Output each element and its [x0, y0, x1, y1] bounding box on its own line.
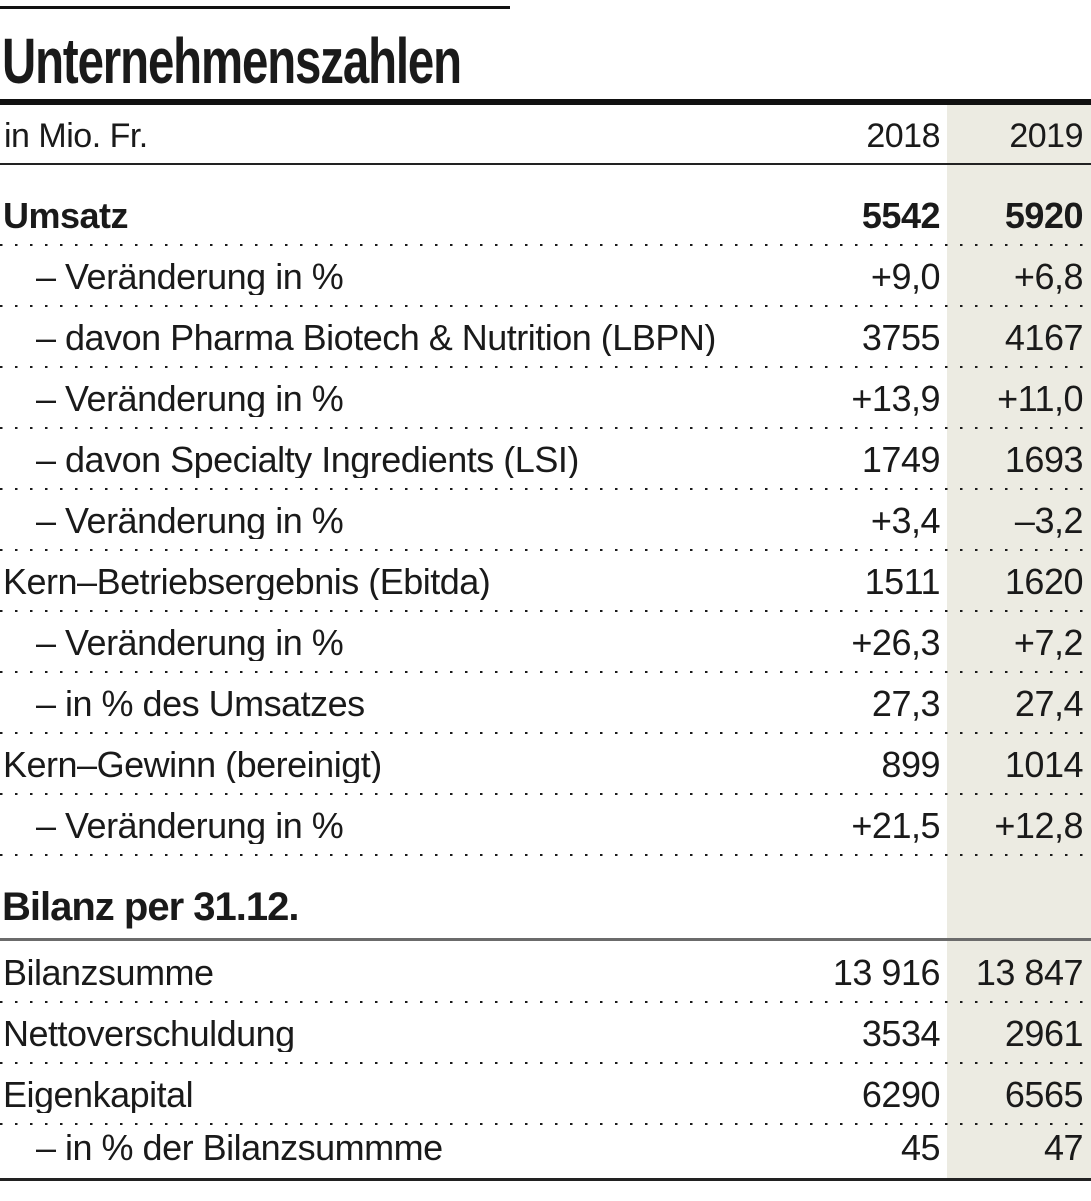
value-2019: 13 847	[975, 952, 1084, 993]
value-2018: +9,0	[870, 256, 941, 297]
value-2019: +12,8	[994, 805, 1083, 846]
bottom-rule	[0, 1178, 1091, 1181]
column-header-2019: 2019	[1009, 117, 1083, 155]
value-2018: +21,5	[851, 805, 940, 846]
table-row: Umsatz 5542 5920	[0, 165, 1091, 246]
row-label: – Veränderung in %	[36, 625, 344, 661]
table-row: – Veränderung in % +21,5 +12,8	[0, 795, 1091, 856]
value-2018: +13,9	[851, 378, 940, 419]
value-2018: 13 916	[832, 952, 941, 993]
table-row: Nettoverschuldung 3534 2961	[0, 1003, 1091, 1064]
table-row: Kern–Gewinn (bereinigt) 899 1014	[0, 734, 1091, 795]
value-2019: +6,8	[1013, 256, 1084, 297]
value-2018: 45	[900, 1127, 941, 1168]
bottom-margin	[0, 1181, 1091, 1201]
value-2019: +7,2	[1013, 622, 1084, 663]
value-2018: 6290	[861, 1074, 941, 1115]
table-row: – davon Pharma Biotech & Nutrition (LBPN…	[0, 307, 1091, 368]
value-2019: –3,2	[1014, 500, 1084, 541]
row-label: Kern–Gewinn (bereinigt)	[3, 747, 382, 783]
value-2018: 3534	[861, 1013, 941, 1054]
column-header-row: in Mio. Fr. 2018 2019	[0, 105, 1091, 163]
value-2018: 3755	[861, 317, 941, 358]
row-label: – Veränderung in %	[36, 503, 344, 539]
row-label: Eigenkapital	[3, 1077, 194, 1113]
value-2018: +3,4	[870, 500, 941, 541]
row-label: – Veränderung in %	[36, 808, 344, 844]
table-row: Bilanzsumme 13 916 13 847	[0, 941, 1091, 1003]
value-2019: 1014	[1004, 744, 1084, 785]
header-divider	[0, 163, 1091, 165]
value-2019: 6565	[1004, 1074, 1084, 1115]
table-row: Kern–Betriebsergebnis (Ebitda) 1511 1620	[0, 551, 1091, 612]
value-2019: 1693	[1004, 439, 1084, 480]
value-2019: 5920	[1004, 195, 1084, 236]
value-2019: 2961	[1004, 1013, 1084, 1054]
value-2019: 27,4	[1014, 683, 1084, 724]
row-label: – in % des Umsatzes	[36, 686, 365, 722]
section-heading: Bilanz per 31.12.	[2, 885, 299, 929]
row-label: Umsatz	[3, 198, 129, 234]
value-2019: +11,0	[997, 378, 1083, 419]
unit-label: in Mio. Fr.	[4, 117, 148, 155]
table-row: – Veränderung in % +13,9 +11,0	[0, 368, 1091, 429]
row-label: – Veränderung in %	[36, 381, 344, 417]
value-2019: 47	[1043, 1127, 1084, 1168]
table-row: – Veränderung in % +9,0 +6,8	[0, 246, 1091, 307]
value-2018: 899	[881, 744, 940, 785]
table-row: – davon Specialty Ingredients (LSI) 1749…	[0, 429, 1091, 490]
value-2019: 1620	[1004, 561, 1084, 602]
row-label: Nettoverschuldung	[3, 1016, 295, 1052]
column-header-2018: 2018	[866, 117, 940, 155]
section-divider	[0, 938, 1091, 941]
value-2018: 1749	[861, 439, 941, 480]
value-2018: 5542	[861, 195, 941, 236]
top-rule	[0, 6, 510, 9]
value-2019: 4167	[1004, 317, 1084, 358]
row-label: – davon Pharma Biotech & Nutrition (LBPN…	[36, 320, 716, 356]
value-2018: +26,3	[851, 622, 940, 663]
row-label: – davon Specialty Ingredients (LSI)	[36, 442, 579, 478]
table-row: – in % der Bilanzsummme 45 47	[0, 1125, 1091, 1178]
table-row: – Veränderung in % +3,4 –3,2	[0, 490, 1091, 551]
row-label: – in % der Bilanzsummme	[36, 1130, 443, 1166]
table-title: Unternehmenszahlen	[2, 25, 462, 97]
title-divider	[0, 99, 1091, 105]
row-label: Bilanzsumme	[3, 955, 214, 991]
row-label: Kern–Betriebsergebnis (Ebitda)	[3, 564, 491, 600]
value-2018: 27,3	[871, 683, 941, 724]
row-label: – Veränderung in %	[36, 259, 344, 295]
table-row: – Veränderung in % +26,3 +7,2	[0, 612, 1091, 673]
value-2018: 1511	[864, 561, 941, 602]
table-row: Eigenkapital 6290 6565	[0, 1064, 1091, 1125]
table-row: – in % des Umsatzes 27,3 27,4	[0, 673, 1091, 734]
